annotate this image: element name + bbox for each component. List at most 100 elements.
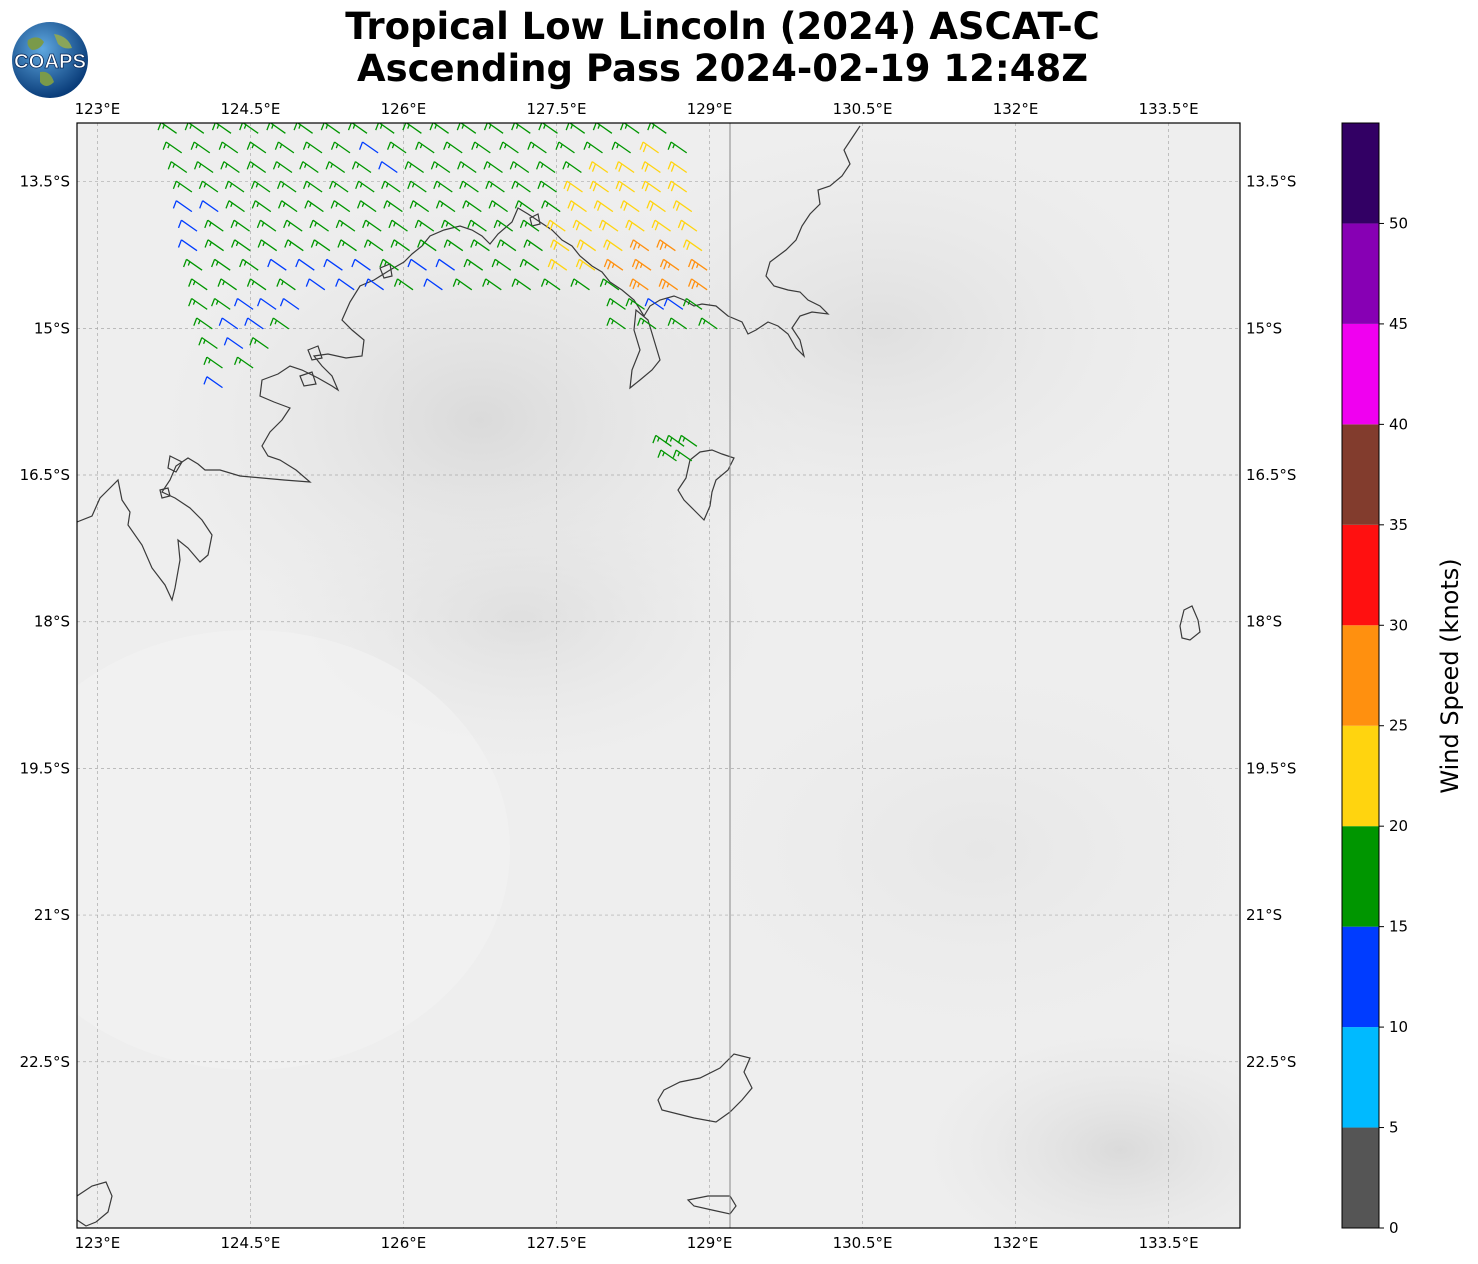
lon-tick-label-bottom: 133.5°E <box>1139 1234 1199 1252</box>
colorbar-tick-label: 20 <box>1389 817 1408 835</box>
wind-barb <box>162 141 183 154</box>
wind-barb <box>470 239 490 252</box>
wind-barb <box>246 141 267 154</box>
wind-barb <box>598 219 619 232</box>
wind-barb <box>375 123 395 134</box>
wind-barb <box>641 161 661 174</box>
wind-barb <box>337 239 357 252</box>
wind-barb <box>402 123 422 134</box>
colorbar-tick-label: 25 <box>1389 717 1408 735</box>
wind-barb <box>217 278 237 291</box>
wind-barb <box>606 297 626 310</box>
wind-barb <box>698 317 718 330</box>
wind-barb <box>570 278 590 291</box>
wind-barb <box>276 180 297 193</box>
wind-barb <box>351 161 372 174</box>
colorbar-tick-label: 5 <box>1389 1119 1399 1137</box>
wind-barb <box>198 337 218 350</box>
wind-barb <box>210 297 231 310</box>
wind-barb <box>256 219 277 232</box>
wind-barb <box>246 161 267 174</box>
wind-barb <box>203 356 223 369</box>
wind-barb <box>547 258 568 271</box>
wind-barb <box>433 180 453 193</box>
wind-barb <box>250 180 271 193</box>
map-plot-area <box>77 123 1240 1228</box>
wind-barb <box>667 161 688 174</box>
wind-barb <box>347 123 368 134</box>
wind-barb <box>540 278 561 291</box>
colorbar-tick-label: 50 <box>1389 214 1408 232</box>
wind-barb <box>641 180 661 193</box>
wind-barb <box>277 200 298 213</box>
wind-barb <box>167 161 188 174</box>
wind-barb <box>246 278 267 291</box>
lon-tick-label-bottom: 130.5°E <box>833 1234 893 1252</box>
wind-barb <box>364 278 384 291</box>
lat-ticks-right: 13.5°S 15°S 16.5°S 18°S 19.5°S 21°S 22.5°S <box>1246 173 1296 1071</box>
wind-barb <box>257 239 278 252</box>
wind-barb <box>687 278 708 291</box>
wind-barb <box>211 123 232 134</box>
lon-tick-label-bottom: 129°E <box>687 1234 733 1252</box>
wind-barb <box>659 258 680 271</box>
wind-barb <box>656 239 676 252</box>
wind-barb <box>325 161 346 174</box>
lat-tick-label-left: 15°S <box>34 319 70 337</box>
wind-barb <box>249 337 269 350</box>
wind-barb <box>672 449 693 462</box>
wind-barb <box>667 141 688 154</box>
wind-barb <box>310 239 331 252</box>
colorbar-tick-label: 45 <box>1389 315 1408 333</box>
wind-barb <box>335 278 355 291</box>
wind-barb <box>182 258 203 271</box>
wind-barb <box>172 200 193 213</box>
wind-barb <box>358 141 379 154</box>
colorbar-label: Wind Speed (knots) <box>1436 558 1464 793</box>
wind-barb <box>657 449 677 462</box>
lon-tick-label-top: 133.5°E <box>1139 100 1199 118</box>
wind-barb <box>491 258 512 271</box>
wind-barb <box>363 239 384 252</box>
lat-tick-label-right: 21°S <box>1246 906 1282 924</box>
colorbar <box>1341 122 1380 1229</box>
wind-barb <box>646 200 666 213</box>
wind-barb <box>620 200 640 213</box>
wind-barb <box>523 239 543 252</box>
lat-tick-label-left: 18°S <box>34 613 70 631</box>
wind-barb <box>567 200 587 213</box>
wind-barb <box>488 200 508 213</box>
wind-barb <box>667 317 688 330</box>
wind-barb <box>639 141 659 154</box>
wind-barb <box>279 297 300 310</box>
colorbar-tick-label: 40 <box>1389 415 1408 433</box>
wind-barb <box>269 317 290 330</box>
lon-ticks-bottom: 123°E 124.5°E 126°E 127.5°E 129°E 130.5°E 132°… <box>75 1234 1199 1252</box>
wind-barb <box>302 141 323 154</box>
coastlines <box>77 125 1201 1227</box>
wind-barbs <box>157 123 718 462</box>
lat-tick-label-left: 16.5°S <box>20 466 70 484</box>
wind-barb <box>546 219 566 232</box>
colorbar-tick-label: 0 <box>1389 1219 1399 1237</box>
wind-barb <box>467 219 487 232</box>
wind-barb <box>555 141 575 154</box>
wind-barb <box>652 434 672 447</box>
wind-barb <box>188 297 208 310</box>
lon-tick-label-bottom: 124.5°E <box>220 1234 280 1252</box>
wind-barb <box>204 239 224 252</box>
wind-barb <box>381 180 401 193</box>
lat-tick-label-left: 21°S <box>34 906 70 924</box>
wind-barb <box>583 141 603 154</box>
wind-barb <box>511 123 531 134</box>
wind-barb <box>593 200 614 213</box>
wind-barb <box>682 239 703 252</box>
wind-barb <box>663 297 684 310</box>
wind-barb <box>203 376 223 389</box>
wind-barb <box>220 161 240 174</box>
colorbar-bin-40-45 <box>1342 323 1379 425</box>
wind-barb <box>239 123 259 134</box>
colorbar-bin-45-50 <box>1342 223 1379 324</box>
wind-barb <box>677 434 698 447</box>
wind-barb <box>230 239 251 252</box>
